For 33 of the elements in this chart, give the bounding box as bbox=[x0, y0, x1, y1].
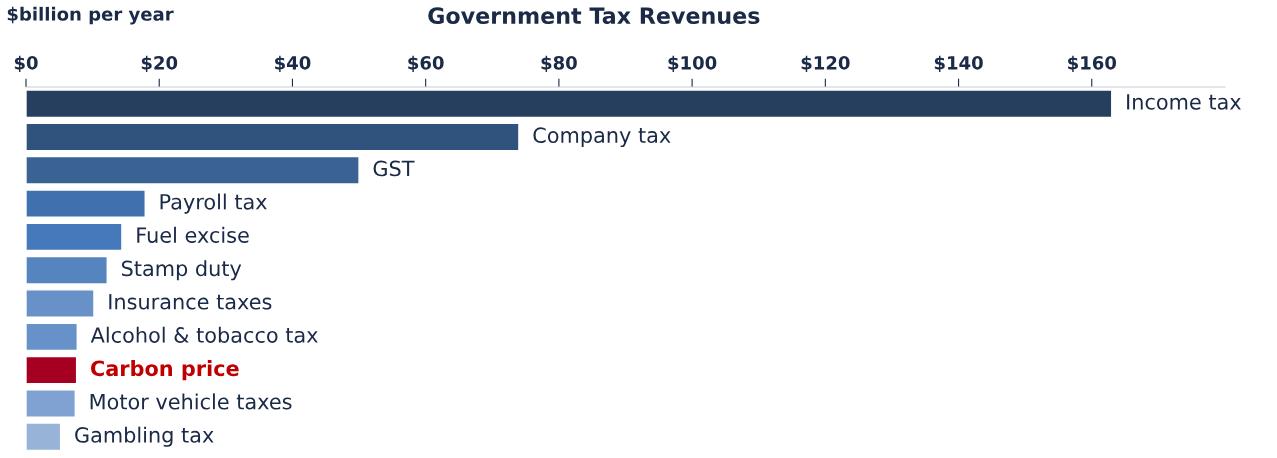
x-tick-label: $120 bbox=[801, 55, 850, 73]
x-tick-label: $160 bbox=[1068, 55, 1117, 73]
y-tick-label: GST bbox=[373, 160, 415, 177]
bar bbox=[26, 189, 146, 218]
x-tick-label: $40 bbox=[275, 55, 311, 73]
bar bbox=[26, 422, 62, 452]
y-tick-label: Company tax bbox=[533, 127, 671, 148]
y-tick-label: Income tax bbox=[1127, 94, 1241, 110]
bar bbox=[26, 355, 78, 385]
y-tick-label: Motor vehicle taxes bbox=[90, 393, 292, 410]
y-tick-label: Carbon price bbox=[90, 360, 239, 381]
bar bbox=[26, 155, 360, 185]
y-tick-label: Stamp duty bbox=[121, 260, 242, 281]
y-tick-label: Insurance taxes bbox=[109, 294, 272, 310]
x-tick-label: $20 bbox=[141, 55, 178, 73]
bar bbox=[26, 255, 108, 285]
x-tick-label: $100 bbox=[668, 55, 717, 73]
y-tick-label: Gambling tax bbox=[75, 426, 214, 447]
y-tick-label: Fuel excise bbox=[137, 226, 249, 243]
bar bbox=[26, 389, 76, 418]
chart-title: Government Tax Revenues bbox=[428, 7, 760, 25]
bar bbox=[26, 289, 95, 318]
x-tick-label: $0 bbox=[14, 55, 38, 73]
x-tick-label: $80 bbox=[541, 55, 577, 73]
x-tick-label: $60 bbox=[408, 55, 444, 73]
y-tick-label: Payroll tax bbox=[160, 193, 267, 214]
y-tick-label: Alcohol & tobacco tax bbox=[90, 326, 318, 343]
x-tick-label: $140 bbox=[934, 55, 983, 73]
bar bbox=[26, 122, 520, 152]
bar bbox=[26, 322, 78, 352]
x-axis-title: $billion per year bbox=[7, 6, 174, 25]
bar bbox=[26, 222, 123, 252]
bar bbox=[26, 89, 1113, 119]
